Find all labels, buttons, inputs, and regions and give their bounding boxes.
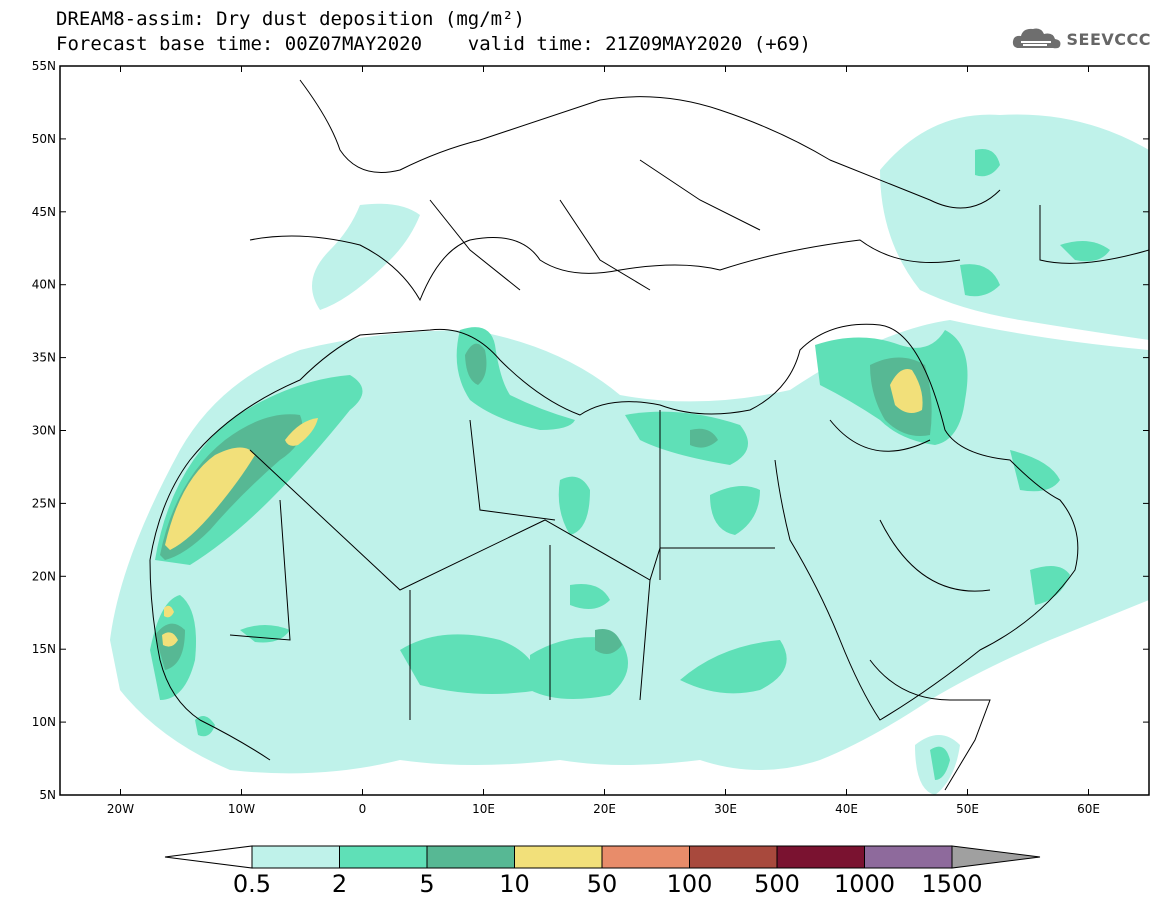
colorbar-label: 1500 (921, 870, 982, 898)
colorbar-legend: 0.5 2 5 10 50 100 500 1000 1500 (164, 845, 1041, 898)
deposition-level-0.5 (110, 114, 1149, 795)
y-tick-label: 5N (39, 788, 56, 802)
x-tick-label: 30E (714, 802, 737, 816)
map-title: DREAM8-assim: Dry dust deposition (mg/m²… (56, 8, 525, 30)
x-tick-label: 0 (359, 802, 367, 816)
colorbar-label: 10 (499, 870, 530, 898)
x-tick-label: 60E (1077, 802, 1100, 816)
colorbar-swatch (514, 845, 603, 869)
y-tick-label: 15N (32, 642, 56, 656)
colorbar-swatch (689, 845, 778, 869)
colorbar-label: 50 (587, 870, 618, 898)
logo-text: SEEVCCC (1066, 29, 1151, 49)
colorbar-label: 5 (419, 870, 434, 898)
deposition-level-10 (162, 369, 923, 647)
colorbar-label: 0.5 (233, 870, 271, 898)
cloud-icon (1012, 28, 1060, 49)
colorbar-swatch (601, 845, 690, 869)
y-tick-label: 35N (32, 351, 56, 365)
x-tick-label: 10W (228, 802, 255, 816)
y-tick-label: 25N (32, 496, 56, 510)
colorbar-label: 100 (667, 870, 713, 898)
colorbar-high-arrow (951, 845, 1041, 869)
x-tick-label: 20E (593, 802, 616, 816)
colorbar-label: 2 (332, 870, 347, 898)
x-tick-label: 20W (107, 802, 134, 816)
x-tick-label: 10E (472, 802, 495, 816)
x-tick-label: 50E (956, 802, 979, 816)
y-tick-label: 50N (32, 132, 56, 146)
deposition-fields (110, 114, 1149, 795)
x-tick-label: 40E (835, 802, 858, 816)
colorbar-label: 500 (754, 870, 800, 898)
country-borders (149, 79, 1149, 791)
forecast-time-line: Forecast base time: 00Z07MAY2020 valid t… (56, 33, 811, 55)
y-tick-label: 55N (32, 59, 56, 73)
colorbar-swatch (339, 845, 428, 869)
colorbar-label: 1000 (834, 870, 895, 898)
colorbar-low-arrow (164, 845, 253, 869)
y-tick-label: 10N (32, 715, 56, 729)
colorbar-swatch (864, 845, 953, 869)
y-tick-label: 40N (32, 278, 56, 292)
y-tick-label: 20N (32, 569, 56, 583)
colorbar-swatch (776, 845, 865, 869)
y-axis: 5N 10N 15N 20N 25N 30N 35N 40N 45N 50N 55N (32, 59, 1149, 802)
y-tick-label: 30N (32, 424, 56, 438)
seevccc-logo: SEEVCCC (1011, 26, 1152, 52)
colorbar-swatch (426, 845, 515, 869)
x-axis: 20W 10W 0 10E 20E 30E 40E 50E 60E (107, 66, 1100, 816)
y-tick-label: 45N (32, 205, 56, 219)
colorbar-swatch (251, 845, 340, 869)
